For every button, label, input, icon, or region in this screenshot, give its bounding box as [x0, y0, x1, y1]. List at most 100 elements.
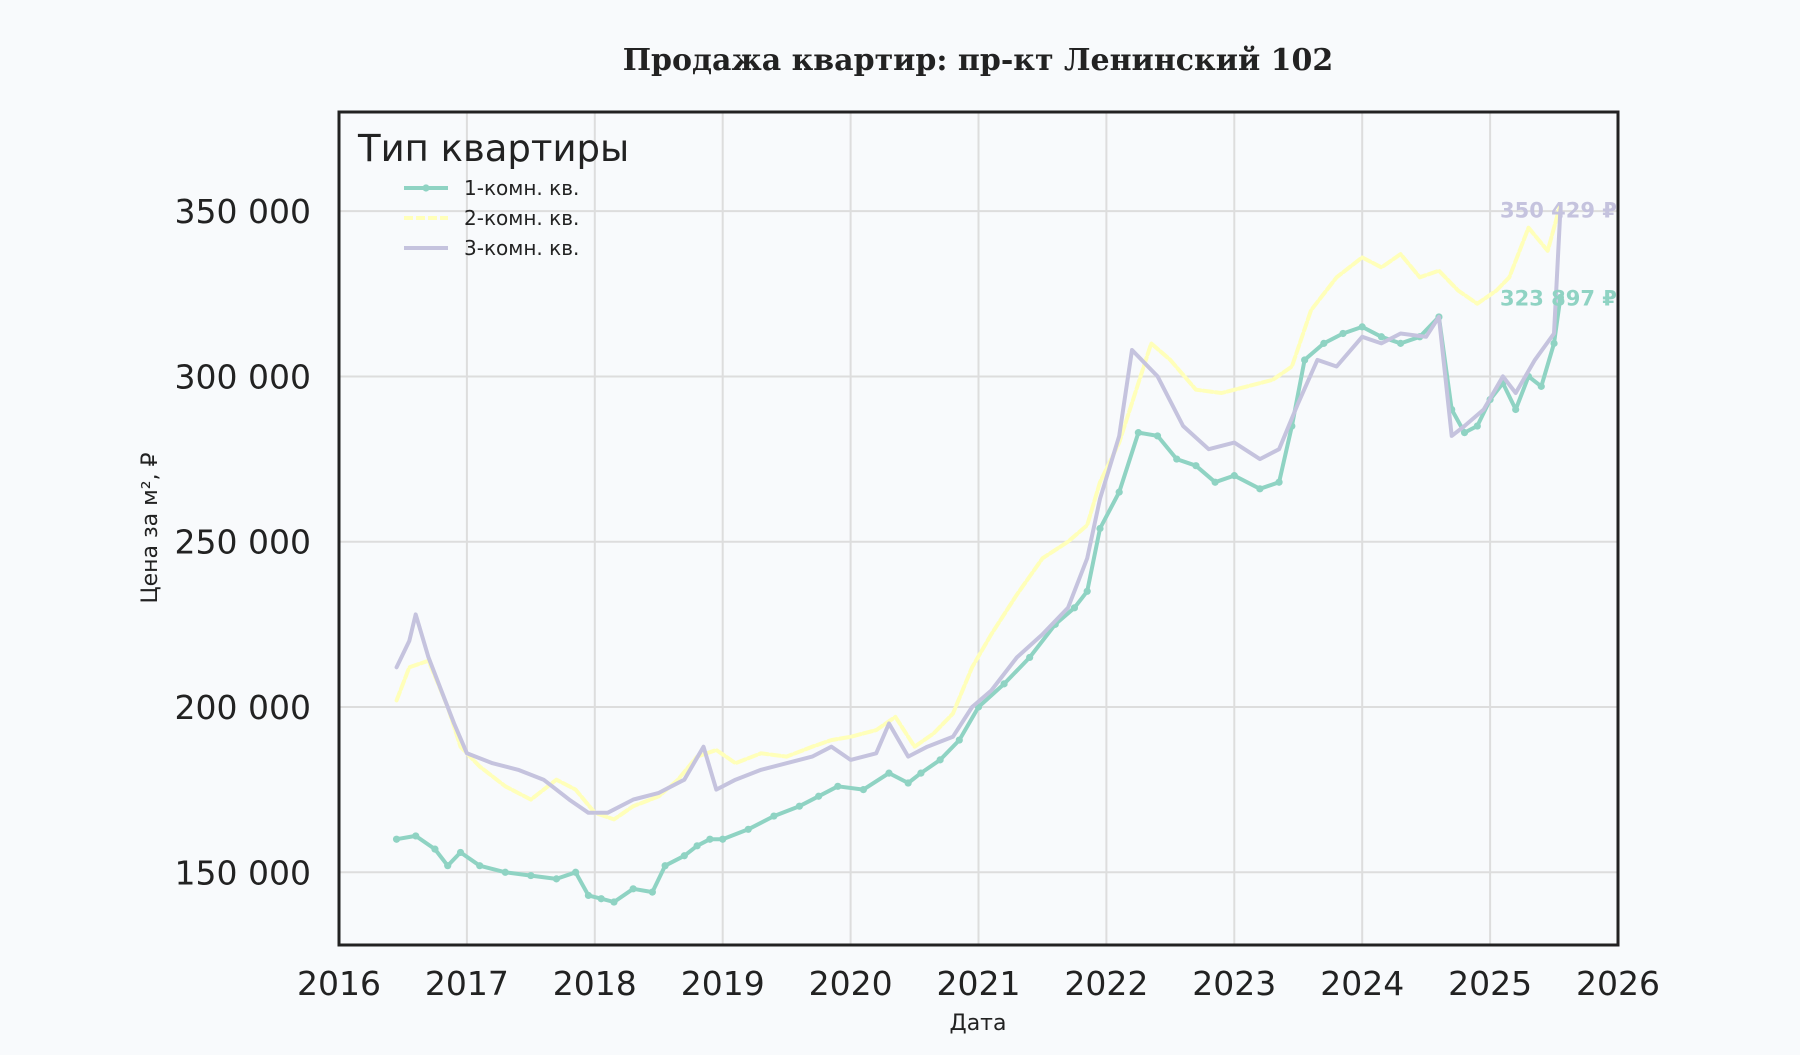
- data-point: [680, 852, 688, 860]
- x-tick-label: 2026: [1576, 964, 1660, 1003]
- data-point: [1537, 382, 1545, 390]
- data-point: [1320, 339, 1328, 347]
- data-point: [456, 848, 465, 857]
- data-point: [1556, 293, 1565, 302]
- series-1: [392, 293, 1565, 906]
- y-axis: 150 000 200 000 250 000 300 000 350 000: [175, 192, 311, 892]
- data-point: [629, 885, 637, 893]
- data-point: [1153, 432, 1162, 440]
- legend-label: 3-комн. кв.: [464, 236, 579, 260]
- data-point: [1096, 524, 1104, 533]
- data-point: [693, 842, 701, 850]
- chart-title: Продажа квартир: пр-кт Ленинский 102: [623, 43, 1334, 78]
- data-point: [770, 812, 778, 820]
- data-point: [444, 862, 452, 870]
- x-tick-label: 2019: [681, 964, 765, 1003]
- data-point: [1026, 653, 1034, 662]
- data-point: [917, 769, 925, 777]
- series-2: [394, 202, 1563, 822]
- data-point: [1339, 329, 1347, 338]
- y-tick-label: 300 000: [175, 357, 311, 396]
- data-point: [1473, 422, 1481, 430]
- data-point: [706, 835, 714, 843]
- data-point: [476, 862, 484, 870]
- data-point: [1083, 587, 1091, 595]
- data-point: [584, 891, 593, 900]
- x-tick-label: 2021: [937, 964, 1021, 1003]
- data-point: [1256, 485, 1264, 493]
- x-tick-label: 2022: [1064, 964, 1148, 1003]
- data-point: [552, 875, 561, 883]
- data-point: [1192, 462, 1200, 470]
- data-point: [1211, 478, 1219, 486]
- data-point: [1301, 356, 1309, 364]
- data-point: [1460, 429, 1469, 437]
- x-tick-label: 2016: [297, 964, 381, 1003]
- legend-title: Тип квартиры: [357, 127, 629, 170]
- data-point: [412, 832, 420, 840]
- data-point: [431, 845, 439, 853]
- data-point: [1396, 339, 1405, 347]
- x-tick-label: 2025: [1448, 964, 1532, 1003]
- data-point: [1070, 604, 1079, 612]
- data-point: [1115, 488, 1123, 496]
- data-point: [859, 786, 867, 794]
- x-tick-label: 2024: [1320, 964, 1404, 1003]
- data-point: [572, 868, 580, 876]
- legend-marker: [422, 184, 430, 192]
- y-axis-label: Цена за м², ₽: [138, 452, 163, 603]
- data-point: [661, 862, 669, 870]
- x-tick-label: 2020: [809, 964, 893, 1003]
- data-point: [834, 782, 842, 790]
- data-point: [610, 898, 618, 906]
- legend-item: 2-комн. кв.: [404, 206, 579, 230]
- y-tick-label: 250 000: [175, 523, 311, 562]
- data-point: [1134, 429, 1142, 437]
- x-axis-label: Дата: [950, 1011, 1007, 1036]
- legend-label: 2-комн. кв.: [464, 206, 579, 230]
- x-tick-label: 2017: [425, 964, 509, 1003]
- end-labels: 350 429 ₽ 323 897 ₽: [1500, 199, 1617, 311]
- legend-label: 1-комн. кв.: [464, 176, 579, 200]
- series-line: [394, 207, 1563, 815]
- data-point: [719, 835, 727, 843]
- legend: Тип квартиры 1-комн. кв. 2-комн. кв. 3-ком…: [357, 127, 629, 260]
- series-line: [394, 202, 1563, 822]
- data-point: [744, 825, 752, 833]
- data-point: [1358, 323, 1366, 331]
- y-tick-label: 350 000: [175, 192, 311, 231]
- y-tick-label: 200 000: [175, 688, 311, 727]
- x-axis: 2016 2017 2018 2019 2020 2021 2022 2023 2024 2025…: [297, 964, 1660, 1003]
- data-point: [1550, 339, 1558, 347]
- data-point: [1377, 333, 1385, 341]
- x-tick-label: 2023: [1192, 964, 1276, 1003]
- data-point: [597, 895, 605, 903]
- y-tick-label: 150 000: [175, 853, 311, 892]
- end-value-label: 323 897 ₽: [1500, 286, 1617, 310]
- data-point: [1230, 472, 1238, 480]
- data-point: [1275, 478, 1283, 486]
- data-point: [955, 736, 963, 744]
- data-point: [1512, 405, 1520, 414]
- data-point: [795, 802, 804, 810]
- legend-items: 1-комн. кв. 2-комн. кв. 3-комн. кв.: [404, 176, 579, 260]
- legend-item: 1-комн. кв.: [404, 176, 579, 200]
- plot-frame: [337, 110, 1620, 947]
- data-point: [1000, 680, 1008, 688]
- end-value-label: 350 429 ₽: [1500, 199, 1617, 223]
- data-point: [885, 769, 893, 777]
- data-point: [1173, 455, 1181, 463]
- series-layer: [392, 202, 1565, 906]
- x-tick-label: 2018: [553, 964, 637, 1003]
- legend-item: 3-комн. кв.: [404, 236, 579, 260]
- data-point: [527, 871, 535, 880]
- data-point: [648, 888, 656, 896]
- data-point: [815, 792, 823, 800]
- data-point: [904, 779, 912, 787]
- data-point: [501, 868, 509, 876]
- data-point: [392, 835, 401, 843]
- data-point: [936, 756, 944, 764]
- series-3: [394, 207, 1563, 815]
